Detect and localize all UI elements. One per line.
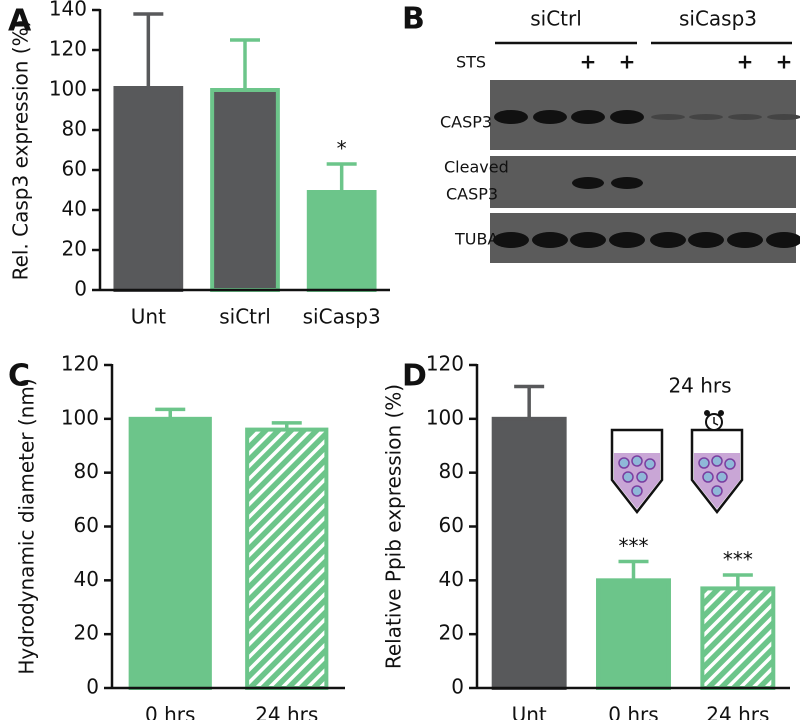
treatment-label: STS	[456, 53, 486, 72]
y-tick-label: 60	[62, 157, 87, 181]
band	[609, 232, 645, 248]
band	[767, 114, 800, 120]
band	[651, 114, 685, 120]
y-tick-label: 40	[74, 567, 99, 591]
band	[532, 232, 568, 248]
y-tick-label: 140	[49, 0, 87, 21]
row-label: Cleaved	[444, 158, 509, 177]
band	[494, 110, 528, 124]
sts-marker: +	[776, 50, 793, 74]
y-tick-label: 40	[62, 197, 87, 221]
x-tick-label: Unt	[512, 703, 547, 720]
band	[572, 177, 604, 189]
blot-strip	[490, 156, 796, 208]
panel-letter: B	[402, 2, 425, 37]
x-tick-label: Unt	[131, 305, 166, 329]
row-label: TUBA	[454, 230, 498, 249]
y-tick-label: 60	[439, 513, 464, 537]
bar	[491, 416, 567, 690]
group-label: siCtrl	[530, 7, 582, 31]
y-axis-label: Rel. Casp3 expression (%)	[9, 20, 33, 281]
bar	[306, 190, 377, 292]
y-tick-label: 120	[426, 352, 464, 376]
significance-label: ***	[619, 534, 649, 558]
y-tick-label: 60	[74, 513, 99, 537]
x-tick-label: 0 hrs	[145, 703, 195, 720]
significance-label: ***	[723, 547, 753, 571]
row-label: CASP3	[440, 113, 492, 132]
band	[766, 232, 800, 248]
sts-marker: +	[580, 50, 597, 74]
y-axis-label: Relative Ppib expression (%)	[382, 384, 406, 669]
x-tick-label: siCtrl	[219, 305, 271, 329]
bar	[128, 416, 212, 690]
y-axis-label: Hydrodynamic diameter (nm)	[15, 378, 39, 674]
y-tick-label: 120	[61, 352, 99, 376]
y-tick-label: 100	[49, 77, 87, 101]
bar	[210, 88, 280, 292]
x-tick-label: siCasp3	[303, 305, 381, 329]
y-tick-label: 0	[451, 675, 464, 699]
x-tick-label: 24 hrs	[255, 703, 318, 720]
group-label: siCasp3	[679, 7, 757, 31]
band	[533, 110, 567, 124]
y-tick-label: 80	[62, 117, 87, 141]
panel-letter: A	[8, 4, 32, 39]
y-tick-label: 120	[49, 37, 87, 61]
band	[688, 232, 724, 248]
inset-label: 24 hrs	[668, 374, 731, 398]
inset-illustration: 24 hrs	[610, 374, 744, 515]
significance-label: *	[337, 137, 347, 161]
x-tick-label: 0 hrs	[608, 703, 658, 720]
x-tick-label: 24 hrs	[706, 703, 769, 720]
y-tick-label: 0	[86, 675, 99, 699]
y-tick-label: 20	[439, 621, 464, 645]
bar	[113, 86, 184, 292]
band	[570, 232, 606, 248]
band	[611, 177, 643, 189]
y-tick-label: 80	[439, 459, 464, 483]
band	[727, 232, 763, 248]
panel-letter: D	[402, 359, 427, 394]
y-tick-label: 40	[439, 567, 464, 591]
band	[610, 110, 644, 124]
band	[650, 232, 686, 248]
sts-marker: +	[737, 50, 754, 74]
y-tick-label: 20	[62, 237, 87, 261]
bar	[596, 578, 671, 690]
band	[571, 110, 605, 124]
band	[689, 114, 723, 120]
y-tick-label: 100	[426, 405, 464, 429]
band	[493, 232, 529, 248]
y-tick-label: 0	[74, 277, 87, 301]
y-tick-label: 20	[74, 621, 99, 645]
sts-marker: +	[619, 50, 636, 74]
band	[728, 114, 762, 120]
y-tick-label: 100	[61, 405, 99, 429]
bar	[700, 586, 776, 690]
row-label: CASP3	[446, 185, 498, 204]
y-tick-label: 80	[74, 459, 99, 483]
panel-letter: C	[8, 359, 30, 394]
western-blot: B siCtrl siCasp3 STS CASP3 Cleaved CASP3…	[402, 2, 800, 263]
bar	[245, 427, 329, 690]
